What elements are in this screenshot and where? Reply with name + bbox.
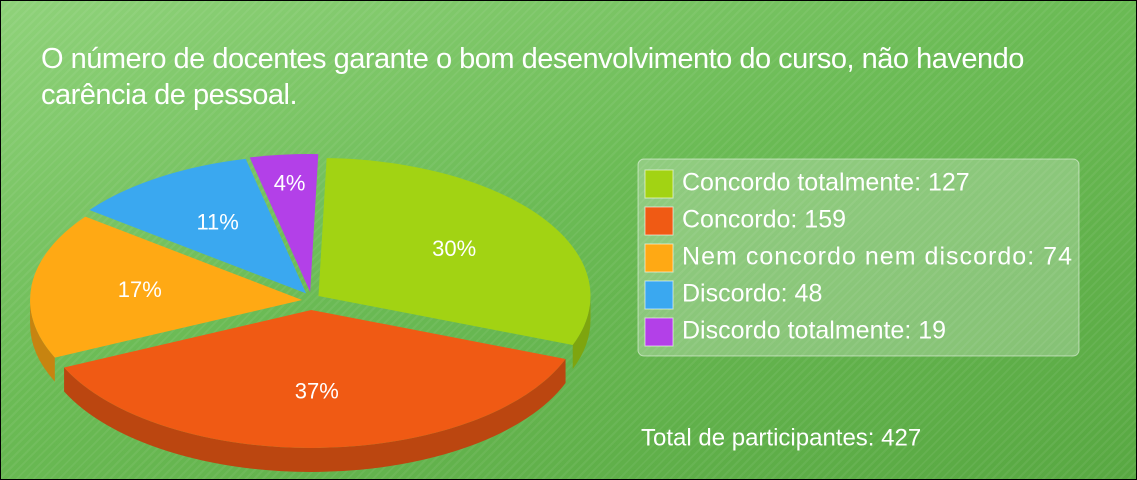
slice-label: 17% [118, 277, 162, 302]
chart-title: O número de docentes garante o bom desen… [41, 43, 1024, 111]
slice-label: 4% [274, 171, 306, 196]
slice [318, 158, 591, 346]
slice-label: 11% [196, 210, 238, 235]
legend-label: Discordo: 48 [682, 280, 822, 308]
slice-label: 37% [295, 379, 339, 404]
legend-label: Nem concordo nem discordo: 74 [682, 243, 1072, 271]
legend-box [637, 158, 1080, 357]
annotation: Total de participantes: 427 [641, 424, 921, 451]
slice [64, 309, 566, 448]
legend-swatch [644, 243, 674, 273]
slice [249, 154, 319, 293]
slice-side [572, 296, 591, 370]
slice [89, 158, 307, 294]
legend-label: Discordo totalmente: 19 [682, 317, 946, 345]
slice [30, 216, 303, 358]
legend-swatch [644, 169, 674, 199]
legend-swatch [644, 317, 674, 347]
legend-swatch [644, 206, 674, 236]
slice-side [30, 300, 55, 382]
legend-label: Concordo totalmente: 127 [682, 169, 970, 197]
slice-side [64, 359, 566, 472]
slice-label: 30% [432, 236, 476, 261]
legend-swatch [644, 280, 674, 310]
legend-label: Concordo: 159 [682, 206, 846, 234]
